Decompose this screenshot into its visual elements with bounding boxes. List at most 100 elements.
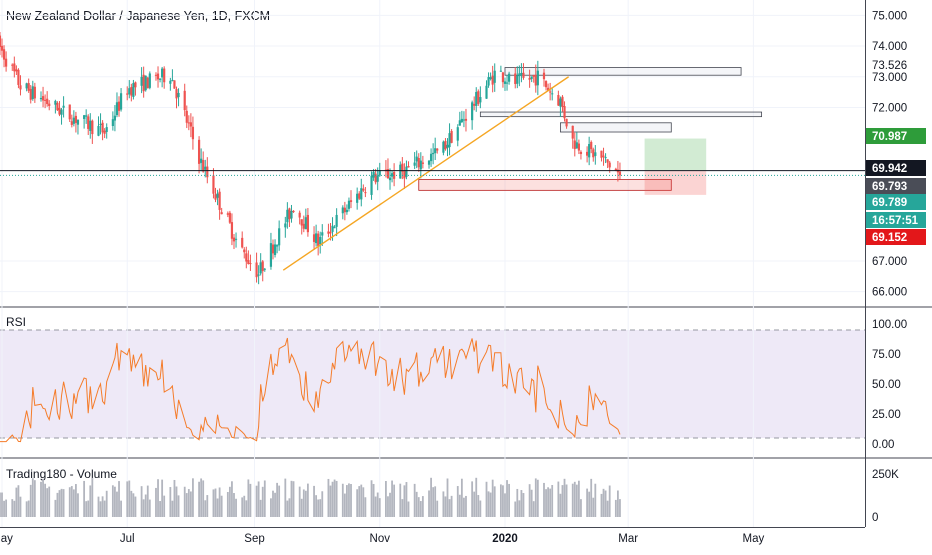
- volume-bar: [91, 477, 94, 517]
- price-label-box: [866, 194, 926, 210]
- candle-body: [25, 83, 28, 89]
- volume-bar: [389, 492, 391, 517]
- candle-body: [358, 193, 361, 199]
- volume-bar: [479, 500, 482, 517]
- candle-body: [317, 233, 320, 246]
- candle-body: [2, 49, 6, 60]
- price-zones: [418, 67, 763, 191]
- candle-body: [507, 73, 511, 82]
- candle-body: [417, 157, 420, 168]
- support-zone: [418, 179, 672, 191]
- volume-bar: [378, 498, 381, 517]
- candle-body: [464, 118, 468, 121]
- candle-body: [11, 64, 14, 66]
- volume-bar: [216, 498, 219, 517]
- candle-body: [436, 148, 439, 151]
- candle-body: [614, 168, 617, 171]
- volume-bar: [577, 480, 580, 517]
- trendline[interactable]: [282, 76, 570, 271]
- volume-bar: [175, 486, 178, 517]
- candle-body: [376, 175, 379, 182]
- candle-body: [169, 80, 172, 84]
- candle-body: [163, 68, 166, 83]
- price-axis[interactable]: 75.00074.00073.00072.00067.00066.00073.5…: [866, 10, 926, 524]
- volume-bar: [263, 480, 266, 517]
- candle-body: [372, 171, 375, 178]
- volume-bar: [306, 483, 309, 517]
- volume-bar: [274, 492, 276, 517]
- volume-bar: [594, 483, 597, 517]
- volume-bar: [169, 487, 172, 517]
- price-tick-label: 67.000: [872, 256, 907, 268]
- volume-bar: [62, 489, 65, 517]
- volume-bar: [77, 493, 79, 517]
- volume-bar: [48, 486, 51, 517]
- candle-body: [565, 118, 568, 127]
- volume-bar: [506, 480, 508, 517]
- volume-bar: [448, 499, 451, 517]
- candle-body: [364, 192, 367, 194]
- candle-body: [520, 73, 523, 75]
- candle-body: [618, 171, 622, 176]
- candle-body: [590, 141, 593, 150]
- volume-bar: [415, 491, 418, 517]
- candle-body: [374, 173, 377, 183]
- volume-bar: [327, 478, 330, 517]
- volume-bar: [436, 500, 439, 517]
- candle-body: [534, 74, 537, 86]
- candle-body: [388, 177, 392, 181]
- volume-bar: [614, 499, 617, 517]
- rsi-band-fill: [0, 330, 865, 438]
- candle-body: [130, 87, 133, 96]
- position-tool[interactable]: [644, 138, 707, 195]
- candle-body: [191, 126, 195, 140]
- candle-body: [183, 90, 186, 111]
- candle-body: [206, 166, 209, 178]
- candle-body: [19, 85, 22, 90]
- volume-bar: [214, 488, 217, 517]
- candle-body: [456, 127, 459, 141]
- candle-body: [602, 155, 605, 157]
- time-axis[interactable]: May Jul Sep Nov 2020 Mar May: [0, 533, 765, 545]
- candle-body: [304, 217, 307, 230]
- candle-body: [298, 212, 301, 218]
- volume-bar: [530, 489, 533, 517]
- candle-body: [399, 164, 402, 179]
- volume-bar: [46, 488, 49, 517]
- volume-bar: [522, 493, 525, 517]
- candle-body: [345, 209, 349, 213]
- volume-bar: [362, 487, 365, 517]
- volume-tick-label: 0: [872, 512, 878, 524]
- candle-body: [234, 238, 238, 240]
- volume-bar: [97, 496, 100, 517]
- volume-bar: [356, 489, 359, 517]
- candle-body: [442, 141, 445, 153]
- candle-body: [189, 122, 192, 127]
- volume-bar: [571, 483, 574, 517]
- volume-bar: [118, 481, 120, 517]
- candle-body: [261, 261, 264, 272]
- candle-body: [471, 102, 474, 121]
- candle-body: [27, 83, 30, 91]
- volume-bar: [218, 487, 221, 517]
- volume-bar: [331, 481, 334, 517]
- candle-body: [606, 159, 609, 163]
- candle-body: [413, 162, 416, 166]
- volume-bar: [13, 500, 16, 517]
- volume-bar: [286, 500, 289, 517]
- candle-body: [119, 93, 123, 110]
- candle-body: [516, 75, 519, 84]
- candle-body: [407, 166, 410, 168]
- candle-body: [115, 102, 119, 116]
- position-profit-zone: [644, 138, 707, 171]
- volume-bar: [157, 479, 159, 517]
- volume-bar: [163, 495, 166, 517]
- candle-body: [74, 115, 78, 123]
- candle-body: [214, 194, 217, 200]
- candle-body: [522, 72, 525, 78]
- candle-body: [89, 120, 92, 131]
- candle-body: [315, 233, 318, 244]
- volume-bar: [475, 477, 478, 517]
- candle-body: [485, 85, 488, 99]
